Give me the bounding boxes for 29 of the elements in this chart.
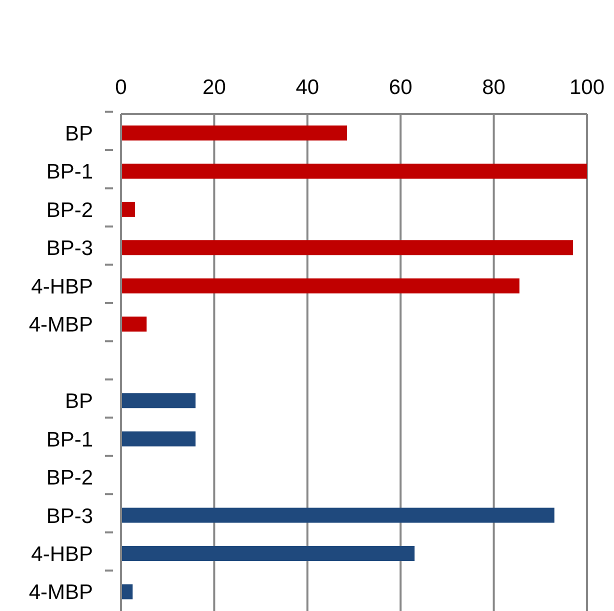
y-tick-label: BP-3 — [46, 237, 93, 260]
y-tick-label: BP — [64, 122, 93, 146]
x-tick-label: 100 — [569, 76, 605, 99]
y-tick-label: 4-HBP — [31, 275, 93, 298]
y-tick-label: BP-2 — [46, 466, 93, 490]
x-tick-label: 40 — [296, 76, 320, 99]
y-tick-label: 4-MBP — [28, 314, 93, 337]
bar — [121, 240, 574, 256]
y-tick-label: BP-1 — [46, 428, 93, 452]
x-tick-label: 60 — [388, 76, 412, 99]
y-tick-label: BP-3 — [46, 504, 93, 528]
y-tick-label: BP — [64, 390, 93, 414]
x-tick-label: 20 — [202, 76, 226, 99]
x-tick-label: 0 — [115, 76, 127, 99]
bar — [121, 316, 147, 332]
y-tick-label: BP-2 — [46, 198, 93, 222]
y-tick-label: 4-MBP — [28, 581, 93, 604]
bar — [121, 393, 196, 408]
bar — [121, 278, 520, 294]
bar — [121, 125, 348, 140]
x-tick-label: 80 — [482, 76, 506, 99]
bar — [121, 584, 133, 600]
bar — [121, 546, 415, 562]
bar — [121, 202, 135, 217]
bar — [121, 508, 554, 523]
bar — [121, 164, 587, 179]
y-tick-label: BP-1 — [46, 160, 93, 184]
bar — [121, 431, 196, 446]
y-tick-label: 4-HBP — [31, 543, 93, 566]
